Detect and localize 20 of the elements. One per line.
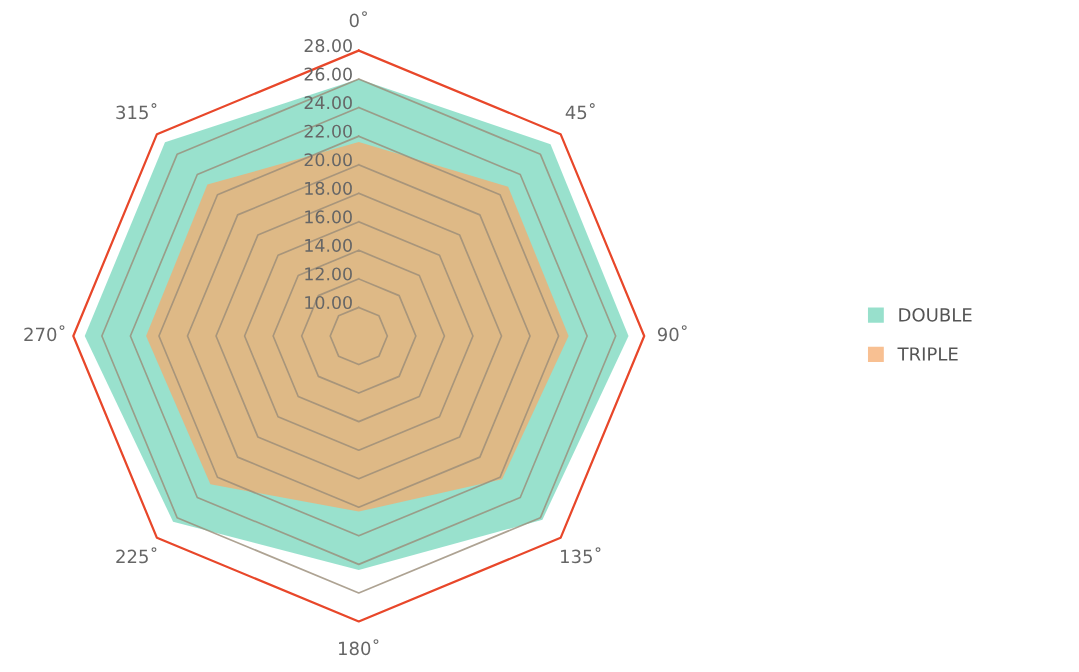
legend-label: TRIPLE — [897, 347, 958, 361]
spoke-label: 0˚ — [349, 11, 367, 28]
y-tick-label: 24.00 — [304, 96, 352, 110]
spoke-label: 315˚ — [116, 103, 157, 120]
y-tick-label: 16.00 — [305, 210, 352, 224]
y-tick-label: 18.00 — [305, 181, 352, 195]
spoke-label: 225˚ — [116, 547, 157, 564]
spoke-label: 45˚ — [565, 103, 595, 120]
y-tick-label: 20.00 — [304, 153, 352, 167]
y-tick-label: 22.00 — [304, 124, 352, 138]
y-tick-label: 28.00 — [304, 39, 352, 53]
spoke-label: 135˚ — [561, 547, 601, 564]
spoke-label: 180˚ — [339, 639, 379, 656]
y-tick-label: 14.00 — [305, 238, 352, 252]
y-tick-label: 12.00 — [305, 267, 352, 281]
spoke-label: 270˚ — [24, 325, 65, 342]
y-tick-label: 26.00 — [304, 67, 352, 81]
legend-label: DOUBLE — [899, 308, 972, 322]
spoke-label: 90˚ — [657, 325, 687, 342]
y-tick-label: 10.00 — [305, 295, 352, 310]
